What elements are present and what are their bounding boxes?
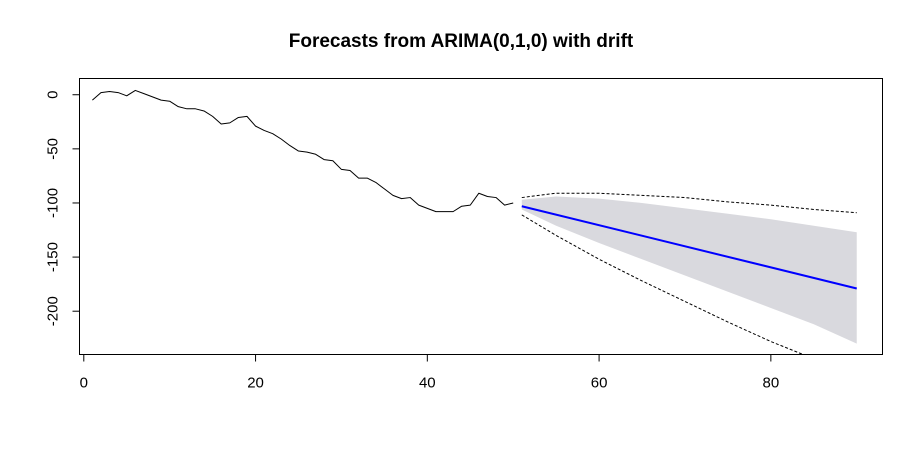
y-tick-label: -150: [45, 242, 62, 272]
band-95-lower-line: [521, 214, 805, 355]
chart-title: Forecasts from ARIMA(0,1,0) with drift: [289, 31, 634, 52]
y-tick-label: -200: [45, 296, 62, 326]
observed-series-line: [92, 89, 514, 213]
x-tick-label: 20: [247, 375, 264, 392]
x-tick-label: 80: [763, 375, 780, 392]
y-tick-label: 0: [45, 91, 62, 99]
x-axis: 0 20 40 60 80: [80, 354, 780, 392]
y-tick-label: -100: [45, 188, 62, 218]
x-tick-label: 60: [591, 375, 608, 392]
x-tick-label: 0: [80, 375, 88, 392]
forecast-series-line: [521, 205, 857, 290]
series-lines: [92, 89, 857, 290]
plot-frame: [79, 78, 883, 355]
prediction-intervals: [521, 192, 857, 355]
y-tick-label: -50: [45, 138, 62, 160]
band-80-fill: [521, 196, 857, 344]
y-axis: 0 -50 -100 -150 -200: [45, 91, 80, 326]
x-tick-label: 40: [419, 375, 436, 392]
